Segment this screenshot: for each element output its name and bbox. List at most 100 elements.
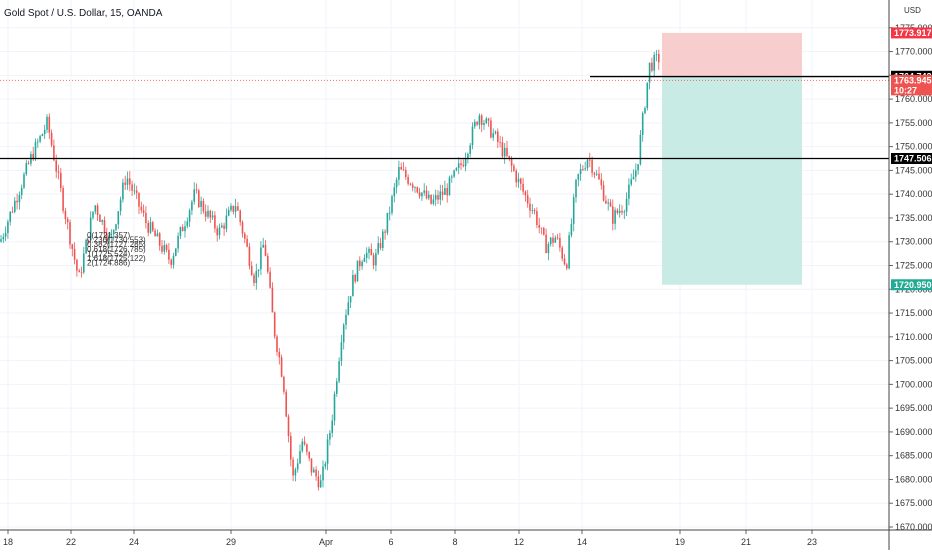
candle-body bbox=[446, 188, 448, 196]
fib-level-label: 1(1725.524) bbox=[87, 249, 130, 258]
candle-body bbox=[563, 258, 566, 265]
candle-body bbox=[306, 444, 308, 452]
candle-body bbox=[554, 237, 557, 243]
candle-body bbox=[303, 441, 306, 445]
candle-body bbox=[531, 210, 534, 212]
candle-body bbox=[485, 118, 488, 123]
candle-body bbox=[591, 159, 593, 173]
candle-body bbox=[352, 274, 354, 297]
candle-body bbox=[598, 173, 600, 180]
candle-body bbox=[635, 170, 637, 177]
candle-body bbox=[234, 206, 237, 212]
candle-body bbox=[46, 116, 48, 130]
candle-body bbox=[313, 469, 315, 473]
y-tick-label: 1735.000 bbox=[895, 213, 932, 223]
candle-body bbox=[239, 210, 241, 223]
candle-body bbox=[575, 179, 577, 198]
y-tick-label: 1685.000 bbox=[895, 451, 932, 461]
candle-body bbox=[644, 107, 646, 114]
y-tick-label: 1755.000 bbox=[895, 118, 932, 128]
candle-body bbox=[340, 342, 343, 362]
candle-body bbox=[237, 206, 239, 211]
candle-body bbox=[605, 200, 607, 204]
candle-body bbox=[655, 54, 658, 55]
fib-labels: 0(1721.357)0.236(1730.553)0.382(1727.285… bbox=[87, 231, 146, 268]
candle-body bbox=[391, 196, 393, 213]
candle-body bbox=[154, 230, 156, 237]
candle-body bbox=[407, 176, 409, 184]
candle-body bbox=[25, 163, 28, 175]
stop-loss-zone bbox=[662, 32, 802, 77]
candle-body bbox=[497, 131, 499, 142]
x-tick-label: 6 bbox=[388, 537, 393, 547]
candle-body bbox=[478, 115, 481, 125]
candle-body bbox=[133, 190, 136, 192]
candle-body bbox=[630, 179, 632, 185]
candle-body bbox=[308, 451, 310, 459]
last-price-tag-bg bbox=[891, 74, 932, 86]
candle-body bbox=[172, 255, 175, 265]
candle-body bbox=[384, 231, 386, 233]
candle-body bbox=[365, 252, 368, 258]
candle-body bbox=[119, 199, 122, 212]
candle-body bbox=[140, 206, 143, 211]
candle-body bbox=[499, 141, 501, 143]
price-tags: 1773.9171764.8111764.7431763.94510:27174… bbox=[891, 27, 932, 291]
x-tick-label: 18 bbox=[3, 537, 13, 547]
target-price-tag-bg bbox=[891, 279, 932, 291]
candle-body bbox=[69, 222, 71, 245]
candle-body bbox=[430, 194, 432, 204]
fib-level-label: 0.236(1730.553) bbox=[87, 236, 146, 245]
x-tick-label: 14 bbox=[577, 537, 587, 547]
candle-body bbox=[568, 235, 570, 269]
position-zones[interactable] bbox=[662, 32, 802, 285]
y-tick-label: 1770.000 bbox=[895, 47, 932, 57]
candle-body bbox=[556, 237, 559, 239]
candle-body bbox=[11, 211, 14, 213]
candle-body bbox=[273, 312, 276, 337]
y-tick-label: 1750.000 bbox=[895, 142, 932, 152]
candle-body bbox=[276, 336, 278, 352]
candle-body bbox=[545, 234, 547, 254]
y-tick-label: 1745.000 bbox=[895, 165, 932, 175]
candle-body bbox=[474, 121, 476, 127]
candle-body bbox=[395, 179, 398, 188]
candle-body bbox=[552, 237, 554, 243]
candle-body bbox=[421, 192, 423, 197]
candle-body bbox=[147, 223, 149, 233]
candle-body bbox=[165, 245, 168, 250]
candle-body bbox=[402, 169, 405, 171]
candle-body bbox=[223, 225, 225, 229]
candle-body bbox=[299, 451, 301, 464]
candle-body bbox=[218, 227, 221, 236]
candle-body bbox=[648, 62, 651, 83]
target-price-tag: 1720.950 bbox=[894, 280, 932, 290]
y-tick-label: 1740.000 bbox=[895, 189, 932, 199]
candle-body bbox=[434, 195, 437, 200]
candle-body bbox=[639, 134, 642, 165]
candle-body bbox=[451, 176, 453, 178]
candle-body bbox=[393, 187, 396, 197]
candle-body bbox=[600, 179, 603, 186]
x-tick-label: 29 bbox=[226, 537, 236, 547]
candle-body bbox=[225, 215, 228, 229]
candle-body bbox=[437, 195, 439, 200]
y-tick-label: 1690.000 bbox=[895, 427, 932, 437]
candle-body bbox=[66, 219, 69, 223]
take-profit-zone bbox=[662, 76, 802, 285]
stop-price-tag-bg bbox=[891, 27, 932, 39]
candle-body bbox=[386, 212, 389, 233]
fib-level-label: 0.618(1726.785) bbox=[87, 245, 146, 254]
candle-body bbox=[428, 194, 430, 199]
level-lines[interactable] bbox=[0, 75, 889, 160]
candle-body bbox=[214, 215, 216, 229]
candle-body bbox=[0, 239, 2, 242]
candle-body bbox=[7, 221, 9, 233]
candle-body bbox=[290, 436, 292, 460]
candle-body bbox=[41, 134, 44, 136]
candle-body bbox=[333, 393, 336, 421]
candle-body bbox=[513, 165, 515, 171]
candle-body bbox=[145, 212, 147, 224]
candle-body bbox=[138, 192, 140, 207]
